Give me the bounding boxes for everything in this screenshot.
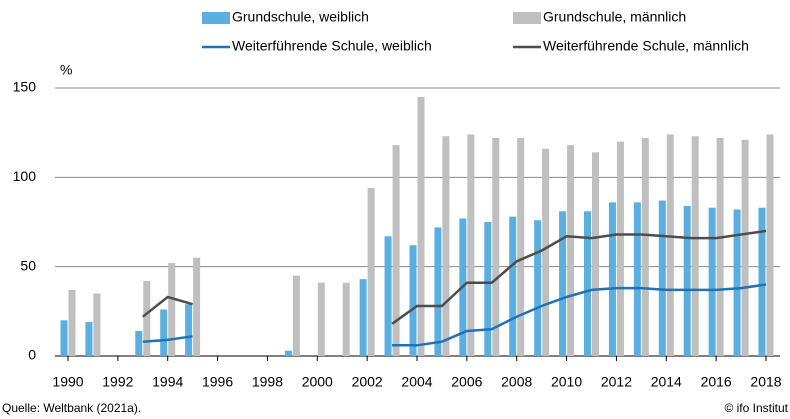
x-tick-label: 2008 [501,374,532,390]
legend-swatch [513,12,541,24]
bar [434,227,442,356]
bar [384,236,392,356]
bar [85,322,93,356]
x-tick-label: 1998 [252,374,283,390]
bar [193,257,201,356]
bar [60,320,68,356]
bar [666,134,674,356]
bar [492,138,500,356]
line [142,229,767,325]
x-tick-label: 2014 [651,374,682,390]
legend-label: Weiterführende Schule, weiblich [232,38,432,54]
bar [559,211,567,356]
x-tick-label: 2006 [451,374,482,390]
bar [93,293,101,356]
bar [542,148,550,356]
bar [509,216,517,356]
y-axis-label: % [60,62,72,78]
x-tick-label: 2018 [750,374,781,390]
legend-label: Weiterführende Schule, männlich [543,38,749,54]
bar [766,134,774,356]
bar [317,282,325,356]
x-tick-label: 1996 [202,374,233,390]
bar [292,275,300,356]
x-tick-label: 1994 [152,374,183,390]
bar [367,188,375,356]
bar [658,200,666,356]
bar [733,209,741,356]
bar [68,289,76,356]
source: Quelle: Weltbank (2021a). [2,401,141,415]
bar [741,139,749,356]
legend-label: Grundschule, weiblich [232,9,369,25]
bar [284,350,292,356]
bar [359,279,367,356]
bar [567,145,575,356]
bar [185,304,193,356]
x-tick-label: 2000 [302,374,333,390]
bar [592,152,599,356]
x-tick-label: 2004 [401,374,432,390]
bar [160,309,168,356]
credit: © ifo Institut [724,401,788,415]
bar [442,136,450,356]
bar [584,211,591,356]
x-tick-label: 1990 [52,374,83,390]
bar [691,136,699,356]
x-tick-label: 2016 [701,374,732,390]
bar [417,96,425,356]
y-tick-label: 50 [20,257,36,273]
x-tick-label: 2012 [601,374,632,390]
bar [467,134,475,356]
bar [758,207,766,356]
bar [683,205,691,356]
y-tick-label: 100 [13,168,37,184]
bar [633,202,641,356]
bar [708,207,716,356]
x-tick-label: 1992 [102,374,133,390]
bar [342,282,350,356]
bar [392,145,400,356]
bar [143,280,151,356]
bar [616,141,624,356]
x-tick-label: 2002 [352,374,383,390]
bar [641,138,649,356]
bar [168,263,176,356]
y-tick-label: 0 [28,347,36,363]
bar [484,222,492,356]
bar [716,138,724,356]
bar [534,220,542,356]
legend-swatch [202,12,230,24]
y-tick-label: 150 [13,79,37,95]
x-tick-label: 2010 [551,374,582,390]
bar [135,330,143,356]
legend-label: Grundschule, männlich [543,9,686,25]
bar [517,138,525,356]
bar [608,202,616,356]
line [142,283,767,347]
bar [409,245,417,356]
